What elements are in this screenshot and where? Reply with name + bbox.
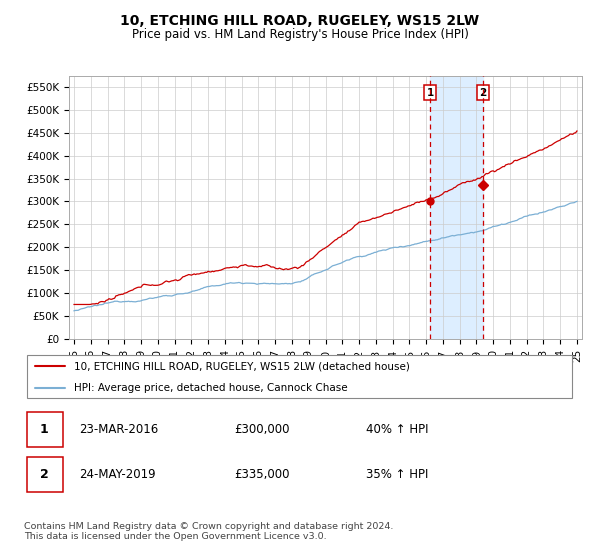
Text: 10, ETCHING HILL ROAD, RUGELEY, WS15 2LW: 10, ETCHING HILL ROAD, RUGELEY, WS15 2LW	[121, 14, 479, 28]
Text: 1: 1	[427, 88, 434, 97]
FancyBboxPatch shape	[27, 412, 62, 447]
Text: 24-MAY-2019: 24-MAY-2019	[79, 468, 156, 481]
Text: £335,000: £335,000	[234, 468, 289, 481]
Text: £300,000: £300,000	[234, 423, 289, 436]
Text: 23-MAR-2016: 23-MAR-2016	[79, 423, 158, 436]
Text: 2: 2	[40, 468, 49, 481]
Bar	[430, 76, 483, 339]
Text: HPI: Average price, detached house, Cannock Chase: HPI: Average price, detached house, Cann…	[74, 383, 347, 393]
FancyBboxPatch shape	[27, 457, 62, 492]
Text: Contains HM Land Registry data © Crown copyright and database right 2024.
This d: Contains HM Land Registry data © Crown c…	[24, 522, 394, 542]
Text: 35% ↑ HPI: 35% ↑ HPI	[366, 468, 428, 481]
Text: 40% ↑ HPI: 40% ↑ HPI	[366, 423, 429, 436]
Text: 10, ETCHING HILL ROAD, RUGELEY, WS15 2LW (detached house): 10, ETCHING HILL ROAD, RUGELEY, WS15 2LW…	[74, 361, 410, 371]
Text: 2: 2	[479, 88, 487, 97]
FancyBboxPatch shape	[27, 354, 572, 399]
Text: 1: 1	[40, 423, 49, 436]
Text: Price paid vs. HM Land Registry's House Price Index (HPI): Price paid vs. HM Land Registry's House …	[131, 28, 469, 41]
